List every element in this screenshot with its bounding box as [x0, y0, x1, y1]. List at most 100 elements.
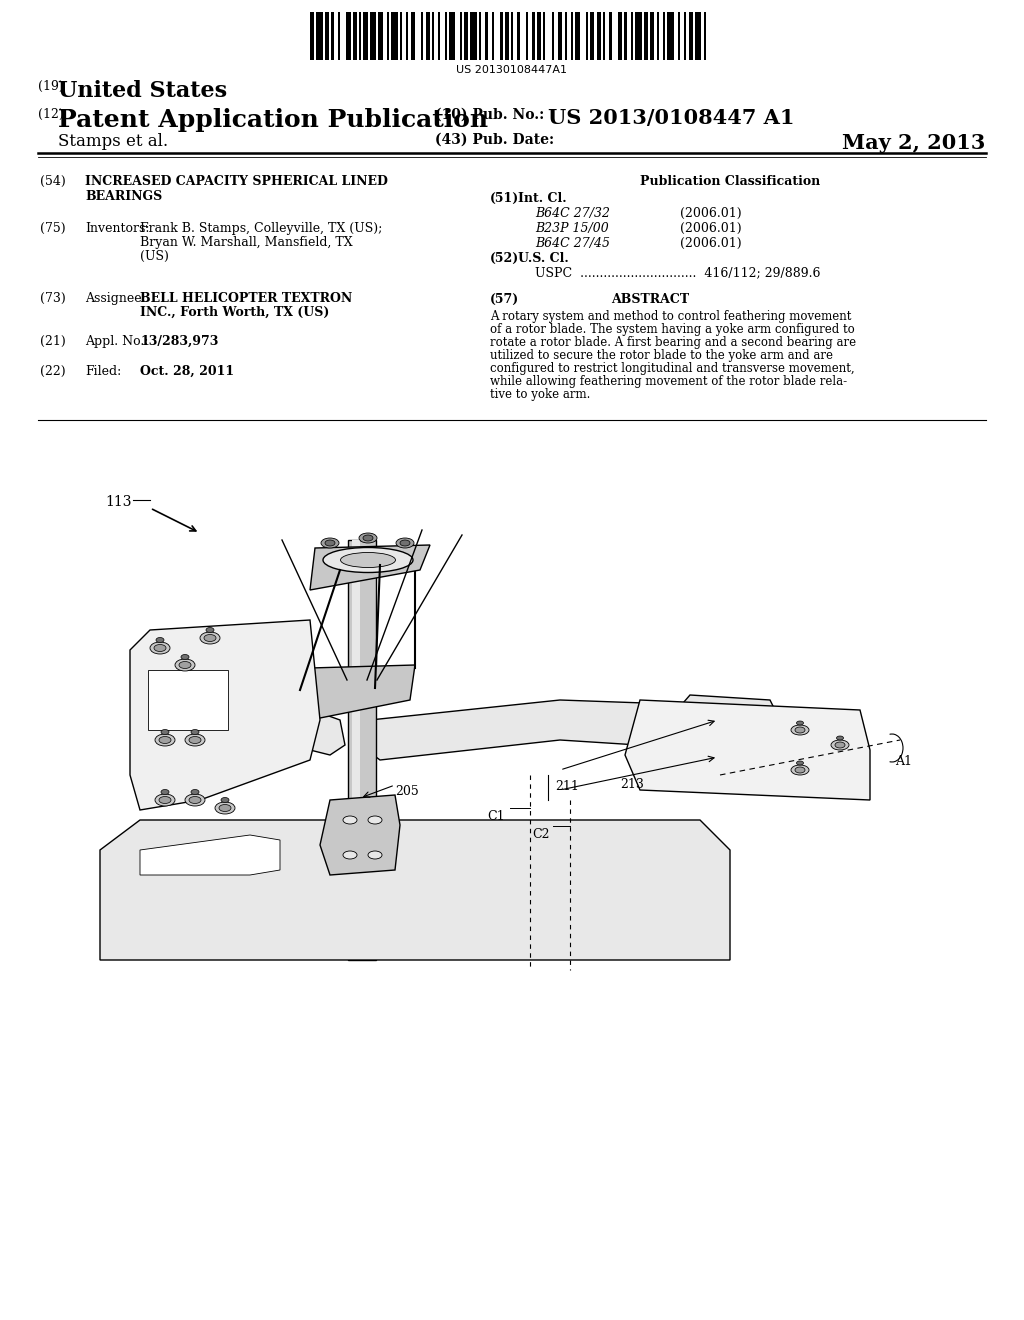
Bar	[625, 12, 627, 59]
Ellipse shape	[396, 539, 414, 548]
Ellipse shape	[159, 737, 171, 743]
Ellipse shape	[368, 816, 382, 824]
Ellipse shape	[837, 737, 844, 741]
Bar	[552, 12, 554, 59]
Ellipse shape	[204, 635, 216, 642]
Ellipse shape	[191, 789, 199, 795]
Ellipse shape	[161, 789, 169, 795]
Bar	[575, 12, 580, 59]
Ellipse shape	[155, 795, 175, 807]
Ellipse shape	[181, 655, 189, 660]
Text: May 2, 2013: May 2, 2013	[842, 133, 985, 153]
Ellipse shape	[175, 659, 195, 671]
Text: INC., Forth Worth, TX (US): INC., Forth Worth, TX (US)	[140, 306, 330, 319]
Polygon shape	[140, 836, 280, 875]
Polygon shape	[300, 665, 415, 719]
Ellipse shape	[797, 762, 804, 766]
Bar	[479, 12, 481, 59]
Bar	[391, 12, 397, 59]
Text: (54): (54)	[40, 176, 66, 187]
Polygon shape	[319, 795, 400, 875]
Ellipse shape	[791, 766, 809, 775]
Bar	[426, 12, 430, 59]
Ellipse shape	[791, 725, 809, 735]
Text: while allowing feathering movement of the rotor blade rela-: while allowing feathering movement of th…	[490, 375, 847, 388]
Bar	[597, 12, 601, 59]
Ellipse shape	[189, 737, 201, 743]
Ellipse shape	[189, 796, 201, 804]
Bar	[464, 12, 468, 59]
Bar	[543, 12, 546, 59]
Bar	[460, 12, 462, 59]
Text: Patent Application Publication: Patent Application Publication	[58, 108, 488, 132]
Ellipse shape	[714, 751, 726, 759]
Text: A rotary system and method to control feathering movement: A rotary system and method to control fe…	[490, 310, 851, 323]
Ellipse shape	[215, 803, 234, 814]
Text: 213: 213	[620, 777, 644, 791]
Bar	[635, 12, 642, 59]
Bar	[703, 12, 706, 59]
Text: Bryan W. Marshall, Mansfield, TX: Bryan W. Marshall, Mansfield, TX	[140, 236, 352, 249]
Bar	[526, 12, 528, 59]
Ellipse shape	[155, 734, 175, 746]
Ellipse shape	[156, 638, 164, 643]
Ellipse shape	[321, 539, 339, 548]
Text: (21): (21)	[40, 335, 66, 348]
Ellipse shape	[696, 744, 744, 766]
Text: configured to restrict longitudinal and transverse movement,: configured to restrict longitudinal and …	[490, 362, 855, 375]
Text: (22): (22)	[40, 366, 66, 378]
Ellipse shape	[323, 548, 413, 573]
Bar	[470, 12, 477, 59]
Ellipse shape	[795, 767, 805, 774]
Ellipse shape	[200, 632, 220, 644]
Text: USPC  ..............................  416/112; 29/889.6: USPC .............................. 416/…	[535, 267, 820, 279]
Ellipse shape	[693, 708, 743, 729]
Bar	[590, 12, 595, 59]
Bar	[352, 540, 360, 960]
Text: (43) Pub. Date:: (43) Pub. Date:	[435, 133, 554, 147]
Ellipse shape	[161, 730, 169, 734]
Polygon shape	[130, 620, 319, 810]
Bar	[438, 12, 440, 59]
Bar	[609, 12, 611, 59]
Text: United States: United States	[58, 81, 227, 102]
Ellipse shape	[185, 734, 205, 746]
Bar	[684, 12, 686, 59]
Text: C1: C1	[487, 810, 505, 822]
Text: 211: 211	[555, 780, 579, 793]
Ellipse shape	[343, 816, 357, 824]
Text: (US): (US)	[140, 249, 169, 263]
Bar	[359, 12, 361, 59]
Bar	[346, 12, 350, 59]
Bar	[485, 12, 487, 59]
Text: US 2013/0108447 A1: US 2013/0108447 A1	[548, 108, 795, 128]
Text: (57): (57)	[490, 293, 519, 306]
Text: C2: C2	[532, 828, 550, 841]
Text: (75): (75)	[40, 222, 66, 235]
Ellipse shape	[343, 851, 357, 859]
Text: BELL HELICOPTER TEXTRON: BELL HELICOPTER TEXTRON	[140, 292, 352, 305]
Text: B64C 27/32: B64C 27/32	[535, 207, 610, 220]
Ellipse shape	[703, 711, 733, 725]
Text: Frank B. Stamps, Colleyville, TX (US);: Frank B. Stamps, Colleyville, TX (US);	[140, 222, 382, 235]
Bar	[618, 12, 623, 59]
Bar	[325, 12, 330, 59]
Bar	[310, 12, 314, 59]
Bar	[348, 540, 376, 960]
Text: Inventors:: Inventors:	[85, 222, 150, 235]
Ellipse shape	[150, 642, 170, 653]
Bar	[663, 12, 665, 59]
Text: 205: 205	[395, 785, 419, 799]
Text: B23P 15/00: B23P 15/00	[535, 222, 608, 235]
Bar	[353, 12, 357, 59]
Text: Stamps et al.: Stamps et al.	[58, 133, 168, 150]
Bar	[688, 12, 693, 59]
Text: US 20130108447A1: US 20130108447A1	[457, 65, 567, 75]
Text: ABSTRACT: ABSTRACT	[611, 293, 689, 306]
Ellipse shape	[179, 661, 191, 668]
Text: Assignee:: Assignee:	[85, 292, 145, 305]
Polygon shape	[100, 820, 730, 960]
Bar	[505, 12, 509, 59]
Bar	[444, 12, 446, 59]
Bar	[511, 12, 513, 59]
